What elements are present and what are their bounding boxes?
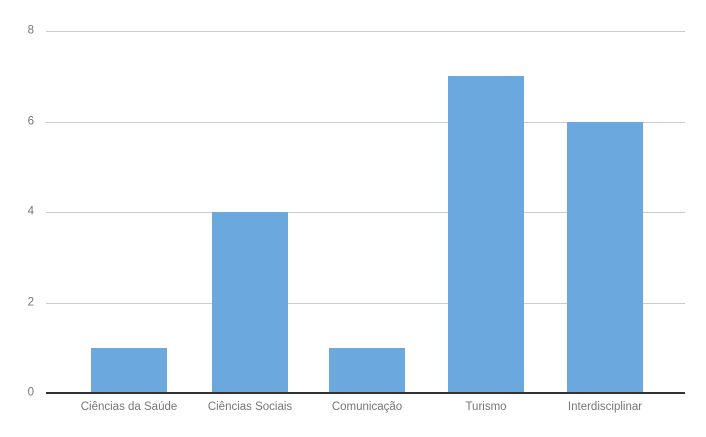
y-tick-label: 2 — [27, 295, 34, 308]
gridline-6 — [46, 121, 685, 123]
bar-turismo[interactable] — [448, 76, 524, 393]
gridline-8 — [46, 31, 685, 32]
bar-ciencias-da-saude[interactable] — [91, 347, 167, 393]
y-tick-label: 8 — [27, 24, 34, 37]
gridline-2 — [46, 302, 685, 304]
x-tick-label-turismo: Turismo — [465, 401, 507, 413]
y-tick-label: 0 — [27, 386, 34, 399]
x-tick-label-interdisciplinar: Interdisciplinar — [567, 401, 643, 413]
y-tick-label: 4 — [27, 205, 34, 218]
bar-ciencias-sociais[interactable] — [212, 212, 288, 393]
bars-layer — [46, 31, 685, 393]
x-tick-label-comunicacao: Comunicação — [331, 401, 403, 413]
x-tick-label-ciencias-da-saude: Ciências da Saúde — [80, 401, 178, 413]
bar-comunicacao[interactable] — [329, 347, 405, 393]
plot-area — [46, 31, 685, 394]
bar-interdisciplinar[interactable] — [567, 121, 643, 393]
gridline-4 — [46, 212, 685, 213]
x-tick-label-ciencias-sociais: Ciências Sociais — [207, 401, 293, 413]
x-axis-line — [46, 392, 685, 394]
y-tick-label: 6 — [27, 114, 34, 127]
x-axis-tick-labels: Ciências da Saúde Ciências Sociais Comun… — [46, 399, 685, 419]
